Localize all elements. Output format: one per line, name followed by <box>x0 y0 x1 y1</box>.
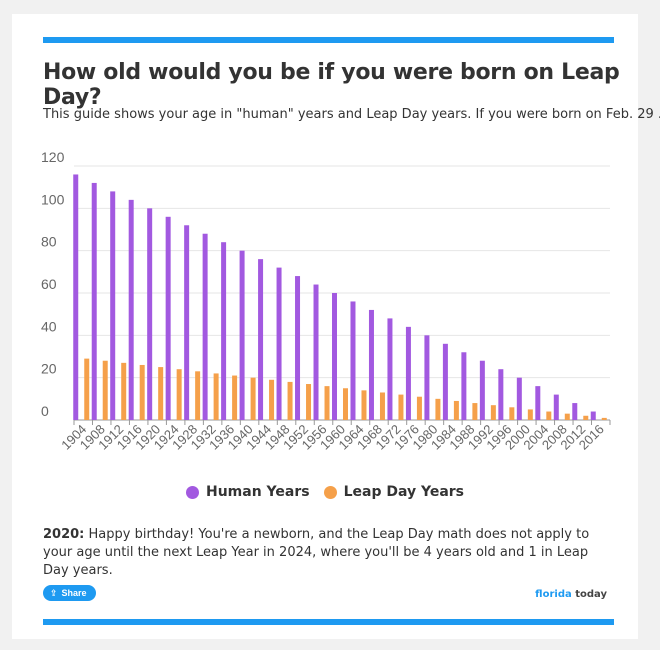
bar-leap-day-years <box>546 411 552 420</box>
bar-leap-day-years <box>287 381 293 420</box>
bar-human-years <box>147 208 153 420</box>
note-lead: 2020: <box>43 527 85 542</box>
page-subtitle: This guide shows your age in "human" yea… <box>43 107 660 122</box>
bar-leap-day-years <box>213 373 219 420</box>
bar-human-years <box>239 250 245 420</box>
bar-leap-day-years <box>250 377 256 420</box>
bar-leap-day-years <box>232 375 238 420</box>
bar-leap-day-years <box>195 371 201 420</box>
bar-human-years <box>165 216 171 420</box>
y-tick-label: 0 <box>41 403 49 419</box>
bar-leap-day-years <box>139 364 145 420</box>
logo-part-florida: florida <box>535 589 572 600</box>
bar-human-years <box>516 377 522 420</box>
page-title: How old would you be if you were born on… <box>43 60 620 110</box>
bar-human-years <box>498 369 504 420</box>
bar-leap-day-years <box>306 384 312 420</box>
legend-swatch-leap-day-years <box>323 485 337 499</box>
bar-leap-day-years <box>361 390 367 420</box>
bar-leap-day-years <box>509 407 515 420</box>
bar-leap-day-years <box>583 415 589 420</box>
bar-leap-day-years <box>435 398 441 420</box>
bar-leap-day-years <box>269 379 275 420</box>
bar-human-years <box>91 182 97 420</box>
bar-human-years <box>332 293 337 420</box>
bar-leap-day-years <box>490 405 496 420</box>
bar-leap-day-years <box>453 400 459 420</box>
bar-leap-day-years <box>158 367 164 420</box>
legend-label-human-years: Human Years <box>205 484 310 500</box>
legend-item-leap-day-years[interactable]: Leap Day Years <box>323 484 465 500</box>
y-tick-label: 20 <box>41 361 57 377</box>
chart-legend: Human Years Leap Day Years <box>12 484 638 500</box>
bar-human-years <box>258 259 264 420</box>
bar-human-years <box>295 276 301 420</box>
bar-human-years <box>110 191 116 420</box>
share-label: Share <box>61 588 87 598</box>
graphic-card: How old would you be if you were born on… <box>12 14 660 639</box>
bar-human-years <box>535 386 541 420</box>
bar-human-years <box>387 318 393 420</box>
bar-leap-day-years <box>324 386 330 420</box>
y-tick-label: 40 <box>41 318 57 334</box>
bar-leap-day-years <box>564 413 570 420</box>
y-tick-label: 100 <box>41 191 65 207</box>
legend-swatch-human-years <box>185 485 199 499</box>
bar-human-years <box>276 267 282 420</box>
bar-human-years <box>553 394 559 420</box>
bar-human-years <box>221 242 227 420</box>
florida-today-logo[interactable]: florida today <box>535 589 607 600</box>
y-tick-label: 80 <box>41 234 57 250</box>
bar-leap-day-years <box>527 409 533 420</box>
bar-leap-day-years <box>121 362 127 420</box>
bar-human-years <box>479 360 485 420</box>
bar-leap-day-years <box>84 358 90 420</box>
y-tick-label: 60 <box>41 276 57 292</box>
bar-human-years <box>405 326 411 420</box>
legend-label-leap-day-years: Leap Day Years <box>343 484 465 500</box>
bar-leap-day-years <box>472 403 478 420</box>
bar-human-years <box>73 174 79 420</box>
bar-leap-day-years <box>601 417 607 420</box>
bottom-accent-bar <box>43 619 614 625</box>
bar-human-years <box>184 225 190 420</box>
bar-human-years <box>572 403 578 420</box>
note-text: Happy birthday! You're a newborn, and th… <box>43 527 590 578</box>
share-button[interactable]: ⇪ Share <box>43 585 96 601</box>
bar-human-years <box>128 199 134 420</box>
bar-human-years <box>590 411 596 420</box>
bar-human-years <box>442 343 448 420</box>
bar-human-years <box>313 284 319 420</box>
bar-human-years <box>424 335 430 420</box>
top-accent-bar <box>43 37 614 43</box>
y-tick-label: 120 <box>41 149 65 165</box>
bar-leap-day-years <box>343 388 348 420</box>
bar-leap-day-years <box>176 369 182 420</box>
share-icon: ⇪ <box>50 587 58 598</box>
bar-human-years <box>368 309 374 420</box>
legend-item-human-years[interactable]: Human Years <box>185 484 310 500</box>
bar-leap-day-years <box>379 392 385 420</box>
bar-leap-day-years <box>398 394 404 420</box>
logo-part-today: today <box>575 589 607 600</box>
bar-chart: 0204060801001201904190819121916192019241… <box>41 149 611 453</box>
bar-leap-day-years <box>416 396 422 420</box>
bar-human-years <box>202 233 208 420</box>
bar-leap-day-years <box>102 360 108 420</box>
bar-human-years <box>350 301 356 420</box>
bar-human-years <box>461 352 467 420</box>
age-note: 2020: Happy birthday! You're a newborn, … <box>43 526 613 580</box>
